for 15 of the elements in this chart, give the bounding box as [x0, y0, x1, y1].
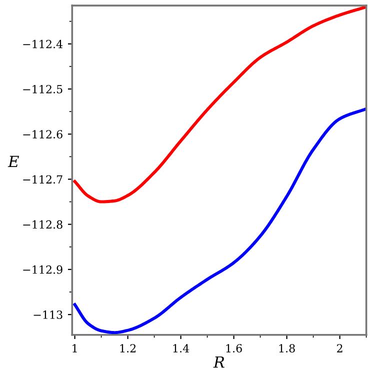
x-tick-label: 1.4 — [173, 344, 190, 352]
x-tick-label: 1 — [72, 344, 77, 352]
y-tick-label: −113 — [34, 310, 62, 319]
y-tick-label: −112.9 — [23, 265, 62, 274]
x-tick-label: 1.8 — [279, 344, 295, 352]
x-axis-title: R — [213, 356, 224, 368]
y-tick-label: −112.6 — [23, 130, 62, 138]
y-tick-label: −112.5 — [23, 84, 62, 94]
x-tick-label: 1.6 — [226, 344, 242, 352]
y-tick-label: −112.8 — [23, 220, 62, 229]
y-tick-label: −112.7 — [23, 175, 62, 184]
y-tick-label: −112.4 — [23, 40, 63, 48]
x-tick-label: 1.2 — [120, 344, 136, 352]
y-axis-title: E — [8, 156, 19, 168]
x-tick-label: 2 — [337, 344, 342, 352]
